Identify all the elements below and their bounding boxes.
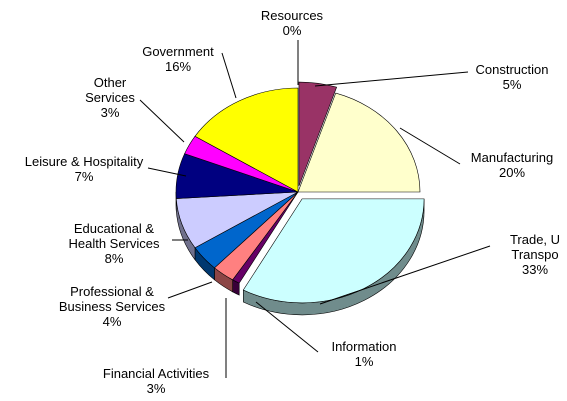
data-label-line-educational-and-health-services-2: 8% <box>105 251 124 266</box>
data-label-construction: Construction 5% <box>476 62 549 92</box>
data-label-line-other-services-2: 3% <box>101 105 120 120</box>
data-label-line-professional-and-business-services-2: 4% <box>103 314 122 329</box>
data-label-line-educational-and-health-services-0: Educational & <box>74 221 155 236</box>
leader-line-leisure-and-hospitality <box>147 167 187 177</box>
data-label-line-construction-1: 5% <box>503 77 522 92</box>
data-label-line-manufacturing-0: Manufacturing <box>471 150 553 165</box>
data-label-line-resources-0: Resources <box>261 8 324 23</box>
leader-line-government <box>221 52 237 99</box>
pie-slice-manufacturing <box>297 92 421 193</box>
data-label-line-professional-and-business-services-0: Professional & <box>70 284 154 299</box>
data-label-professional-and-business-services: Professional & Business Services 4% <box>59 284 166 329</box>
data-label-line-other-services-0: Other <box>94 75 127 90</box>
leader-line-manufacturing <box>399 127 461 165</box>
data-label-line-trade-utilities-and-transportation-1: Transpo <box>511 247 558 262</box>
leader-lines <box>139 40 491 378</box>
data-label-line-financial-activities-0: Financial Activities <box>103 366 210 381</box>
data-label-trade-utilities-and-transportation: Trade, U Transpo 33% <box>510 232 560 277</box>
data-label-line-government-1: 16% <box>165 59 191 74</box>
data-label-line-other-services-1: Services <box>85 90 135 105</box>
leader-line-trade-utilities-and-transportation <box>319 245 491 305</box>
data-label-line-government-0: Government <box>142 44 214 59</box>
data-label-line-financial-activities-1: 3% <box>147 381 166 396</box>
data-label-line-information-1: 1% <box>355 354 374 369</box>
data-label-leisure-and-hospitality: Leisure & Hospitality 7% <box>25 154 144 184</box>
leader-line-information <box>255 301 319 353</box>
data-label-information: Information 1% <box>331 339 396 369</box>
data-label-educational-and-health-services: Educational & Health Services 8% <box>68 221 160 266</box>
data-label-line-trade-utilities-and-transportation-2: 33% <box>522 262 548 277</box>
slice-labels: Resources 0% Construction 5% Manufacturing 20… <box>25 8 560 396</box>
data-label-line-trade-utilities-and-transportation-0: Trade, U <box>510 232 560 247</box>
data-label-line-manufacturing-1: 20% <box>499 165 525 180</box>
pie-slice-government <box>194 87 299 193</box>
data-label-line-professional-and-business-services-1: Business Services <box>59 299 166 314</box>
leader-line-other-services <box>139 99 185 143</box>
data-label-other-services: Other Services 3% <box>85 75 135 120</box>
data-label-financial-activities: Financial Activities 3% <box>103 366 210 396</box>
data-label-line-construction-0: Construction <box>476 62 549 77</box>
pie-top-layer <box>175 81 425 304</box>
data-label-line-information-0: Information <box>331 339 396 354</box>
leader-line-construction <box>314 71 469 87</box>
data-label-government: Government 16% <box>142 44 214 74</box>
data-label-line-leisure-and-hospitality-0: Leisure & Hospitality <box>25 154 144 169</box>
pie-slice-construction <box>298 81 338 187</box>
data-label-line-leisure-and-hospitality-1: 7% <box>75 169 94 184</box>
data-label-line-resources-1: 0% <box>283 23 302 38</box>
data-label-line-educational-and-health-services-1: Health Services <box>68 236 160 251</box>
data-label-manufacturing: Manufacturing 20% <box>471 150 553 180</box>
data-label-resources: Resources 0% <box>261 8 324 38</box>
leader-line-professional-and-business-services <box>167 281 213 299</box>
